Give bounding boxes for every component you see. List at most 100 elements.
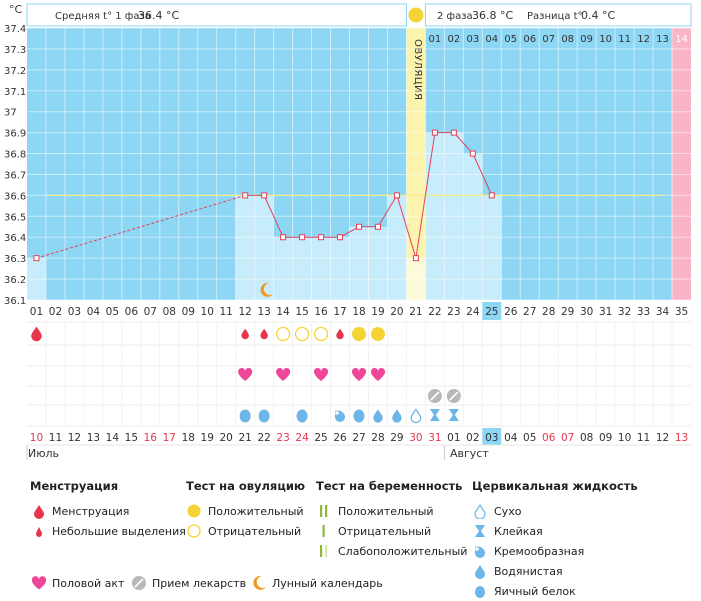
legend-label: Отрицательный [338,524,432,538]
calendar-date-label: 13 [675,432,688,444]
cycle-day-label: 16 [314,306,328,318]
cycle-day-label: 35 [675,306,688,318]
temperature-point [337,234,344,241]
pill-icon-stroke [430,391,440,401]
temperature-segment [36,194,246,259]
legend-item-medication: Прием лекарств [130,574,246,592]
heart-icon [31,576,47,590]
small-drop-icon [36,527,42,537]
cycle-day-label: 23 [447,306,460,318]
heart-icon [276,367,291,381]
cycle-day-label: 19 [371,306,384,318]
calendar-date-label: 30 [409,432,422,444]
current-day-highlight [482,302,502,320]
legend-menstruation: Менструация Менструация Небольшие выделе… [30,479,186,541]
temperature-point [242,192,249,199]
temperature-point [393,192,400,199]
legend-label: Отрицательный [208,524,302,538]
ovulation-test-positive-icon [352,327,366,341]
ovulation-test-negative-icon [313,326,329,342]
cycle-day-label: 21 [409,306,422,318]
phase2-value: 36.8 °C [472,9,513,22]
y-tick-label: 36.5 [4,212,26,223]
calendar-date-label: 04 [504,432,518,444]
watery-drop-icon [392,409,402,423]
cycle-day-label: 03 [68,306,81,318]
calendar-date-label: 31 [428,432,441,444]
phase-day-label: 14 [675,34,688,45]
legend-label: Сухо [494,504,522,518]
temperature-bar [235,195,255,300]
cycle-day-label: 28 [542,306,555,318]
phase-day-label: 13 [656,34,669,45]
calendar-date-label: 21 [238,432,251,444]
calendar-date-label: 25 [314,432,327,444]
menstruation-drop-icon [241,328,249,340]
y-tick-label: 36.3 [4,254,26,265]
y-tick-label: 37.2 [4,66,26,77]
watery-drop-icon [373,409,383,423]
legend-label: Водянистая [494,564,563,578]
egg-white-icon [258,409,270,423]
temperature-bar [254,195,274,300]
legend-item-spotting: Небольшие выделения [30,521,186,541]
difference-value: 0.4 °C [581,9,615,22]
temperature-point [318,234,325,241]
legend-title-pregnancy-test: Тест на беременность [316,479,463,493]
menstruation-drop-icon [260,328,268,340]
calendar-date-label: 26 [333,432,347,444]
y-tick-label: 36.7 [4,170,26,181]
temperature-segment [453,132,474,154]
phase1-label: Средняя t° 1 фаза [55,11,151,22]
hourglass-icon [448,409,459,421]
pill-icon [132,576,146,590]
cycle-day-label: 11 [220,306,233,318]
temperature-point [299,234,306,241]
legend-item-moon: Лунный календарь [250,574,383,592]
egg-white-icon [475,586,485,598]
legend-cervical-fluid: Цервикальная жидкость Сухо Клейкая Кремо… [472,479,638,601]
cycle-day-label: 08 [163,306,176,318]
legend-item-egg-white: Яичный белок [472,581,638,601]
legend-item-creamy: Кремообразная [472,541,638,561]
temperature-bar [482,195,502,300]
legend-item-sticky: Клейкая [472,521,638,541]
cycle-day-label: 22 [428,306,441,318]
temperature-segment [377,195,398,228]
cycle-day-label: 31 [599,306,612,318]
legend-item-pregnancy-positive: Положительный [316,501,467,521]
legend-label: Положительный [338,504,434,518]
month-july: Июль [28,447,60,460]
heart-icon [314,367,329,381]
phase-day-label: 11 [618,34,631,45]
dry-drop-icon [474,503,486,519]
calendar-date-label: 06 [542,432,556,444]
calendar-date-label: 12 [68,432,81,444]
cycle-day-label: 17 [333,306,346,318]
double-bar-icon [320,505,328,517]
calendar-date-label: 18 [182,432,195,444]
temperature-segment [396,195,417,259]
calendar-date-label: 07 [561,432,574,444]
marker-rows [27,282,691,427]
egg-white-icon [353,409,365,423]
phase-day-label: 05 [504,34,517,45]
cycle-day-label: 13 [257,306,270,318]
cycle-day-label: 10 [201,306,214,318]
y-tick-label: 36.2 [4,275,26,286]
cycle-day-label: 01 [30,306,43,318]
legend-label: Кремообразная [494,544,585,558]
phase1-value: 36.4 °C [138,9,179,22]
y-tick-label: 37.3 [4,45,26,56]
next-period-column [672,28,691,300]
legend-item-watery: Водянистая [472,561,638,581]
egg-white-icon [296,409,308,423]
calendar-date-label: 16 [144,432,158,444]
calendar-date-label: 24 [295,432,309,444]
drop-icon [34,505,44,519]
y-tick-label: 36.9 [4,129,26,140]
phase-day-label: 10 [599,34,612,45]
legend-item-ovulation-negative: Отрицательный [186,521,305,541]
calendar-date-label: 27 [352,432,365,444]
cycle-day-label: 20 [390,306,403,318]
